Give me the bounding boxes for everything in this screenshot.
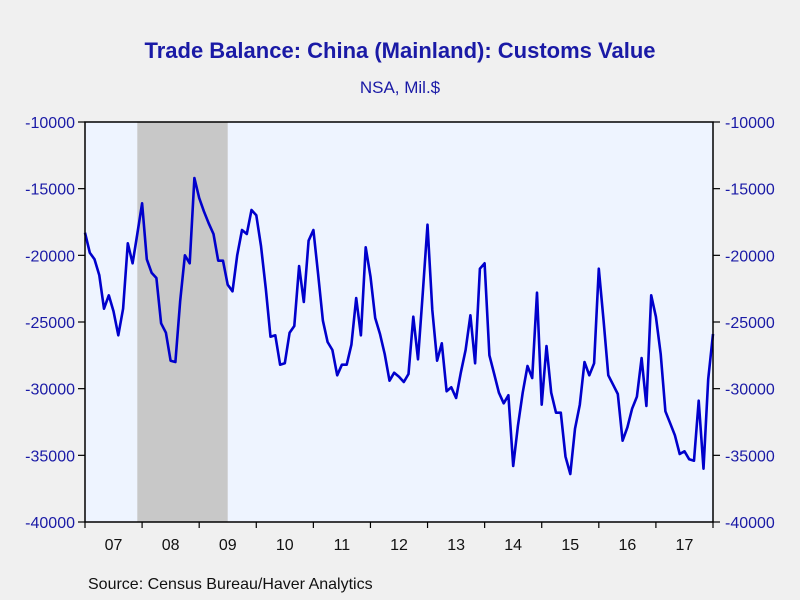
x-axis: 07 08 09 10 11 12 13 14 15 16 17 (84, 522, 714, 554)
x-tick-label: 12 (390, 537, 408, 554)
x-tick-label: 09 (219, 537, 237, 554)
x-tick-label: 15 (561, 537, 579, 554)
y-tick-label-left: -10000 (25, 115, 75, 132)
x-tick-label: 07 (105, 537, 123, 554)
x-tick-label: 10 (276, 537, 294, 554)
y-tick-label-right: -15000 (725, 182, 775, 199)
y-axis-right: -10000 -15000 -20000 -25000 -30000 -35000 -400… (713, 115, 775, 532)
y-tick-label-right: -25000 (725, 315, 775, 332)
x-tick-label: 11 (334, 537, 351, 554)
chart-title: Trade Balance: China (Mainland): Customs… (144, 38, 656, 63)
y-tick-label-left: -20000 (25, 248, 75, 265)
trade-balance-line (83, 176, 715, 476)
y-tick-label-left: -15000 (25, 182, 75, 199)
x-tick-label: 13 (447, 537, 465, 554)
y-tick-label-right: -40000 (725, 515, 775, 532)
x-tick-label: 16 (618, 537, 636, 554)
y-tick-label-right: -35000 (725, 448, 775, 465)
source-note: Source: Census Bureau/Haver Analytics (88, 576, 373, 593)
y-tick-label-left: -30000 (25, 382, 75, 399)
chart-subtitle: NSA, Mil.$ (359, 78, 441, 97)
y-tick-label-left: -25000 (25, 315, 75, 332)
y-tick-label-left: -35000 (25, 448, 75, 465)
y-tick-label-right: -30000 (725, 382, 775, 399)
y-axis-left: -10000 -15000 -20000 -25000 -30000 -35000 -400… (25, 115, 85, 532)
y-tick-label-right: -20000 (725, 248, 775, 265)
recession-shading (137, 122, 228, 522)
x-tick-label: 17 (676, 537, 694, 554)
y-tick-label-right: -10000 (725, 115, 775, 132)
x-tick-label: 14 (504, 537, 522, 554)
y-tick-label-left: -40000 (25, 515, 75, 532)
x-tick-label: 08 (162, 537, 180, 554)
